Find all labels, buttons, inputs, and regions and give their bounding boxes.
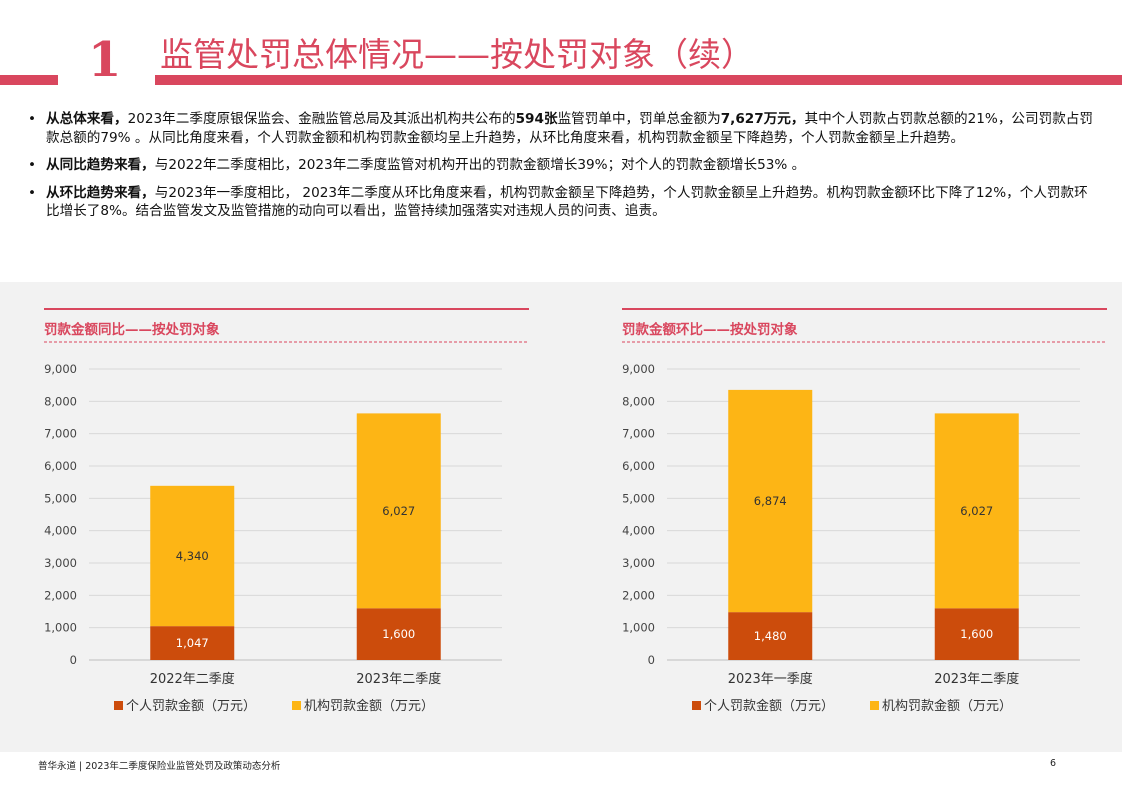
x-category-label: 2023年一季度 [728, 671, 813, 687]
chart-qoq-svg: 0 1,000 2,000 3,000 4,000 5,000 6,000 7,000 8,00… [622, 308, 1107, 714]
y-tick-label: 6,000 [44, 459, 77, 473]
y-tick-label: 5,000 [44, 491, 77, 505]
y-tick-label: 4,000 [622, 524, 655, 538]
y-tick-label: 9,000 [622, 362, 655, 376]
bar-segment-individual [150, 626, 235, 660]
page-number: 6 [1050, 758, 1057, 769]
data-label: 6,027 [960, 504, 993, 518]
y-tick-label: 0 [648, 653, 655, 667]
y-tick-label: 2,000 [622, 588, 655, 602]
data-label: 1,600 [382, 627, 415, 641]
y-tick-label: 4,000 [44, 524, 77, 538]
data-label: 1,047 [176, 636, 209, 650]
x-category-label: 2023年二季度 [934, 671, 1019, 687]
data-label: 1,600 [960, 627, 993, 641]
y-tick-label: 1,000 [44, 621, 77, 635]
y-tick-label: 3,000 [622, 556, 655, 570]
chart-panel: 罚款金额同比——按处罚对象 0 1,000 2,000 3,000 4,000 5,000… [0, 282, 1122, 752]
bar-segment-institution [150, 485, 235, 627]
chart-title: 罚款金额同比——按处罚对象 [44, 322, 220, 338]
legend-swatch-institution [870, 701, 879, 710]
y-tick-label: 2,000 [44, 588, 77, 602]
y-tick-label: 3,000 [44, 556, 77, 570]
footer-text: 普华永道 | 2023年二季度保险业监管处罚及政策动态分析 [38, 761, 281, 772]
bullet-item: • 从同比趋势来看，与2022年二季度相比，2023年二季度监管对机构开出的罚款金… [28, 156, 1093, 175]
summary-bullets: • 从总体来看，2023年二季度原银保监会、金融监管总局及其派出机构共公布的594… [28, 110, 1093, 230]
legend-label: 个人罚款金额（万元） [126, 698, 256, 714]
legend-label: 机构罚款金额（万元） [304, 698, 434, 714]
legend-swatch-individual [692, 701, 701, 710]
bullet-text: 其中个人罚款占罚款总额的21%，公司罚款占罚款总额的79% 。从同比角度来看，个… [46, 111, 1093, 146]
y-tick-label: 7,000 [44, 427, 77, 441]
bullet-item: • 从环比趋势来看，与2023年一季度相比， 2023年二季度从环比角度来看，机构… [28, 184, 1093, 221]
bullet-lead: 从环比趋势来看， [46, 184, 155, 201]
x-category-label: 2022年二季度 [150, 671, 235, 687]
bullet-lead: 从总体来看， [46, 111, 128, 127]
bullet-highlight: 594张 [515, 111, 558, 127]
chart-title: 罚款金额环比——按处罚对象 [622, 322, 798, 338]
y-tick-label: 8,000 [44, 394, 77, 408]
bar-segment-institution [356, 413, 441, 609]
bullet-text: 监管罚单中，罚单总金额为 [557, 111, 721, 127]
y-tick-label: 9,000 [44, 362, 77, 376]
section-number: 1 [88, 32, 122, 88]
legend-swatch-institution [292, 701, 301, 710]
data-label: 4,340 [176, 549, 209, 563]
legend-label: 个人罚款金额（万元） [704, 698, 834, 714]
y-tick-label: 1,000 [622, 621, 655, 635]
y-tick-label: 0 [70, 653, 77, 667]
slide-title: 监管处罚总体情况——按处罚对象（续） [160, 35, 754, 74]
chart-yoy-svg: 0 1,000 2,000 3,000 4,000 5,000 6,000 7,000 8,00… [44, 308, 529, 714]
y-tick-label: 7,000 [622, 427, 655, 441]
y-tick-label: 6,000 [622, 459, 655, 473]
x-category-label: 2023年二季度 [356, 671, 441, 687]
bar-segment-individual [356, 608, 441, 660]
bullet-dot: • [28, 111, 37, 127]
y-tick-label: 8,000 [622, 394, 655, 408]
bullet-dot: • [28, 184, 37, 201]
bullet-item: • 从总体来看，2023年二季度原银保监会、金融监管总局及其派出机构共公布的594… [28, 110, 1093, 147]
bullet-text: 与2023年一季度相比， 2023年二季度从环比角度来看，机构罚款金额呈下降趋势… [46, 184, 1088, 220]
y-tick-label: 5,000 [622, 491, 655, 505]
data-label: 6,874 [754, 494, 787, 508]
bullet-dot: • [28, 157, 37, 173]
bar-segment-individual [728, 612, 813, 660]
data-label: 1,480 [754, 629, 787, 643]
title-rule-right [155, 75, 1122, 85]
bullet-text: 与2022年二季度相比，2023年二季度监管对机构开出的罚款金额增长39%；对个… [154, 157, 806, 173]
data-label: 6,027 [382, 504, 415, 518]
title-rule-left [0, 75, 58, 85]
bar-segment-individual [934, 608, 1019, 660]
legend-swatch-individual [114, 701, 123, 710]
bullet-lead: 从同比趋势来看， [46, 157, 155, 173]
bullet-highlight: 7,627万元， [720, 111, 805, 127]
legend-label: 机构罚款金额（万元） [882, 698, 1012, 714]
bar-segment-institution [728, 389, 813, 613]
bullet-text: 2023年二季度原银保监会、金融监管总局及其派出机构共公布的 [127, 111, 516, 127]
bar-segment-institution [934, 413, 1019, 609]
